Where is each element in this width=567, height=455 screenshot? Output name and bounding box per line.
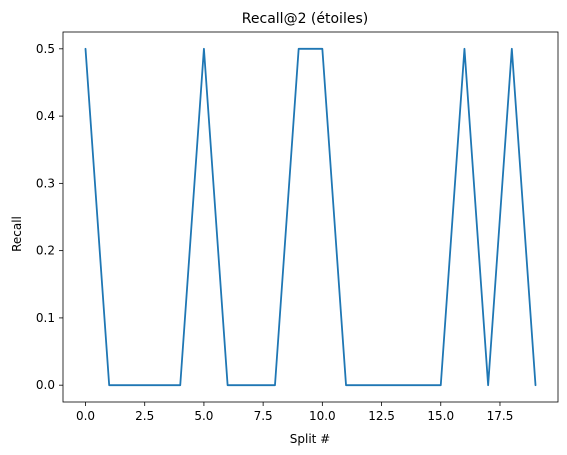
y-tick-label: 0.1 [36, 311, 55, 325]
x-tick-label: 7.5 [254, 409, 273, 423]
y-tick-label: 0.0 [36, 378, 55, 392]
y-tick-label: 0.5 [36, 42, 55, 56]
plot-area-frame [62, 31, 559, 403]
x-axis-ticks: 0.0 2.5 5.0 7.5 10.0 12.5 15.0 17.5 [76, 402, 513, 423]
x-tick-label: 17.5 [487, 409, 514, 423]
recall-series-line [84, 47, 537, 387]
x-tick-label: 15.0 [427, 409, 454, 423]
chart-title: Recall@2 (étoiles) [242, 11, 368, 27]
y-tick-label: 0.3 [36, 176, 55, 190]
y-axis-label: Recall [10, 216, 24, 252]
y-tick-label: 0.4 [36, 109, 55, 123]
x-tick-label: 10.0 [309, 409, 336, 423]
x-tick-label: 12.5 [368, 409, 395, 423]
x-tick-label: 2.5 [135, 409, 154, 423]
y-axis-ticks: 0.0 0.1 0.2 0.3 0.4 0.5 [36, 42, 63, 392]
x-tick-label: 0.0 [76, 409, 95, 423]
y-tick-label: 0.2 [36, 244, 55, 258]
x-axis-label: Split # [290, 432, 330, 446]
x-tick-label: 5.0 [194, 409, 213, 423]
